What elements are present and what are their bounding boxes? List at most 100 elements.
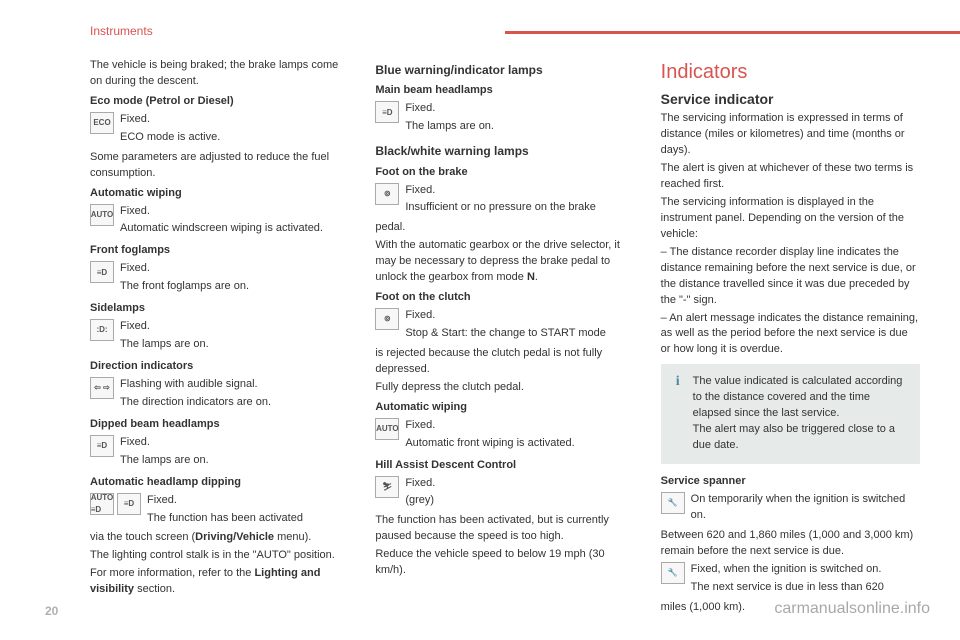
indicators-heading: Indicators	[661, 58, 920, 87]
spanner-row1: 🔧 On temporarily when the ignition is sw…	[661, 492, 920, 526]
spanner-post1: Between 620 and 1,860 miles (1,000 and 3…	[661, 528, 920, 560]
autowipe2-title: Automatic wiping	[375, 400, 634, 416]
content-columns: The vehicle is being braked; the brake l…	[90, 58, 920, 618]
footbrake-post1b: N	[527, 271, 535, 283]
sidelamps-row: :D: Fixed. The lamps are on.	[90, 319, 349, 355]
autodip-post3: For more information, refer to the Light…	[90, 566, 349, 598]
footbrake-row: ⊚ Fixed. Insufficient or no pressure on …	[375, 183, 634, 219]
spanner-icon-2: 🔧	[661, 562, 685, 584]
sidelamp-icon: :D:	[90, 319, 114, 341]
column-2: Blue warning/indicator lamps Main beam h…	[375, 58, 634, 618]
frontfog-text: Fixed. The front foglamps are on.	[120, 261, 349, 297]
eco-row: ECO Fixed. ECO mode is active.	[90, 112, 349, 148]
frontfog-row: ≡D Fixed. The front foglamps are on.	[90, 261, 349, 297]
service-p3: The servicing information is displayed i…	[661, 195, 920, 243]
autowipe2-line2: Automatic front wiping is activated.	[405, 436, 634, 452]
spanner-text2: Fixed, when the ignition is switched on.…	[691, 562, 920, 598]
intro-text: The vehicle is being braked; the brake l…	[90, 58, 349, 90]
hill-post1: The function has been activated, but is …	[375, 513, 634, 545]
autodip-row: AUTO ≡D ≡D Fixed. The function has been …	[90, 493, 349, 529]
autodip-line1: Fixed.	[147, 493, 349, 509]
spanner-line2b: The next service is due in less than 620	[691, 580, 920, 596]
footbrake-line1: Fixed.	[405, 183, 634, 199]
hill-title: Hill Assist Descent Control	[375, 458, 634, 474]
auto-headlamp-icon: AUTO ≡D	[90, 493, 114, 515]
mainbeam-row: ≡D Fixed. The lamps are on.	[375, 101, 634, 137]
clutch-pedal-icon: ⊚	[375, 308, 399, 330]
direction-title: Direction indicators	[90, 359, 349, 375]
mainbeam-line1: Fixed.	[405, 101, 634, 117]
mainbeam-title: Main beam headlamps	[375, 83, 634, 99]
spanner-line2a: Fixed, when the ignition is switched on.	[691, 562, 920, 578]
spanner-text1: On temporarily when the ignition is swit…	[691, 492, 920, 526]
sidelamps-text: Fixed. The lamps are on.	[120, 319, 349, 355]
dipped-line1: Fixed.	[120, 435, 349, 451]
dipped-beam-icon: ≡D	[90, 435, 114, 457]
autodip-post1: via the touch screen (Driving/Vehicle me…	[90, 530, 349, 546]
footbrake-post1a: With the automatic gearbox or the drive …	[375, 239, 620, 283]
eco-title: Eco mode (Petrol or Diesel)	[90, 94, 349, 110]
footbrake-title: Foot on the brake	[375, 165, 634, 181]
autodip-post1b: Driving/Vehicle	[195, 531, 274, 543]
footclutch-post2: Fully depress the clutch pedal.	[375, 380, 634, 396]
autowipe-line2: Automatic windscreen wiping is activated…	[120, 221, 349, 237]
hill-line1: Fixed.	[405, 476, 634, 492]
frontfog-line2: The front foglamps are on.	[120, 279, 349, 295]
service-bullet1: – The distance recorder display line ind…	[661, 245, 920, 309]
service-indicator-heading: Service indicator	[661, 89, 920, 109]
autowipe2-text: Fixed. Automatic front wiping is activat…	[405, 418, 634, 454]
watermark: carmanualsonline.info	[774, 597, 930, 620]
autodip-post1a: via the touch screen (	[90, 531, 195, 543]
headlamp-icon: ≡D	[117, 493, 141, 515]
footclutch-row: ⊚ Fixed. Stop & Start: the change to STA…	[375, 308, 634, 344]
spanner-icon: 🔧	[661, 492, 685, 514]
mainbeam-line2: The lamps are on.	[405, 119, 634, 135]
direction-line2: The direction indicators are on.	[120, 395, 349, 411]
footclutch-post1: is rejected because the clutch pedal is …	[375, 346, 634, 378]
foglamp-icon: ≡D	[90, 261, 114, 283]
sidelamps-line2: The lamps are on.	[120, 337, 349, 353]
direction-row: ⇦ ⇨ Flashing with audible signal. The di…	[90, 377, 349, 413]
header-title: Instruments	[90, 23, 153, 40]
info-box: The value indicated is calculated accord…	[661, 364, 920, 464]
brake-pedal-icon: ⊚	[375, 183, 399, 205]
hill-line2: (grey)	[405, 493, 634, 509]
service-p2: The alert is given at whichever of these…	[661, 161, 920, 193]
hill-text: Fixed. (grey)	[405, 476, 634, 512]
footclutch-line2: Stop & Start: the change to START mode	[405, 326, 634, 342]
eco-line2: ECO mode is active.	[120, 130, 349, 146]
dipped-line2: The lamps are on.	[120, 453, 349, 469]
autowipe-text: Fixed. Automatic windscreen wiping is ac…	[120, 204, 349, 240]
footclutch-line1: Fixed.	[405, 308, 634, 324]
autodip-post3c: section.	[134, 583, 175, 595]
frontfog-line1: Fixed.	[120, 261, 349, 277]
dipped-title: Dipped beam headlamps	[90, 417, 349, 433]
service-p1: The servicing information is expressed i…	[661, 111, 920, 159]
autodip-post3a: For more information, refer to the	[90, 567, 254, 579]
dipped-text: Fixed. The lamps are on.	[120, 435, 349, 471]
footclutch-text: Fixed. Stop & Start: the change to START…	[405, 308, 634, 344]
autowipe2-row: AUTO Fixed. Automatic front wiping is ac…	[375, 418, 634, 454]
page-number: 20	[45, 603, 58, 620]
column-1: The vehicle is being braked; the brake l…	[90, 58, 349, 618]
page-header: Instruments	[90, 22, 960, 42]
autodip-text: Fixed. The function has been activated	[147, 493, 349, 529]
blue-heading: Blue warning/indicator lamps	[375, 62, 634, 79]
frontfog-title: Front foglamps	[90, 243, 349, 259]
autodip-post2: The lighting control stalk is in the "AU…	[90, 548, 349, 564]
wiper-icon-2: AUTO	[375, 418, 399, 440]
eco-line1: Fixed.	[120, 112, 349, 128]
eco-icon: ECO	[90, 112, 114, 134]
autodip-post1c: menu).	[274, 531, 311, 543]
autodip-title: Automatic headlamp dipping	[90, 475, 349, 491]
dipped-row: ≡D Fixed. The lamps are on.	[90, 435, 349, 471]
bw-heading: Black/white warning lamps	[375, 143, 634, 160]
info-text: The value indicated is calculated accord…	[693, 375, 903, 451]
autodip-line2: The function has been activated	[147, 511, 349, 527]
footbrake-line2: Insufficient or no pressure on the brake	[405, 200, 634, 216]
autowipe-line1: Fixed.	[120, 204, 349, 220]
hill-descent-icon: ⛷	[375, 476, 399, 498]
mainbeam-text: Fixed. The lamps are on.	[405, 101, 634, 137]
spanner-title: Service spanner	[661, 474, 920, 490]
sidelamps-line1: Fixed.	[120, 319, 349, 335]
